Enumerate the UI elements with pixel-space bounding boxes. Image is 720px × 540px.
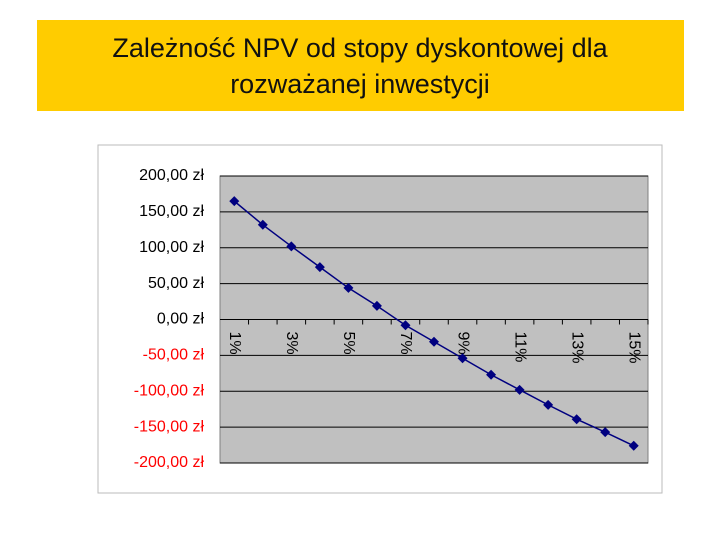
data-point xyxy=(286,241,297,252)
data-point xyxy=(628,440,639,451)
y-tick-label: 200,00 zł xyxy=(139,167,204,184)
x-tick-label: 15% xyxy=(625,332,642,364)
data-point xyxy=(371,300,382,311)
y-tick-label: -100,00 zł xyxy=(134,382,205,399)
x-tick-label: 1% xyxy=(226,332,243,355)
data-point xyxy=(486,369,497,380)
y-tick-label: -150,00 zł xyxy=(134,418,205,435)
y-tick-label: -50,00 zł xyxy=(143,347,205,364)
data-point xyxy=(571,414,582,425)
data-point xyxy=(400,320,411,331)
data-point xyxy=(229,196,240,207)
x-tick-label: 9% xyxy=(454,332,471,355)
y-tick-label: -200,00 zł xyxy=(134,454,205,471)
x-tick-label: 5% xyxy=(340,332,357,355)
data-point xyxy=(543,399,554,410)
y-tick-label: 50,00 zł xyxy=(148,275,204,292)
title-banner xyxy=(37,20,684,111)
x-tick-label: 13% xyxy=(568,332,585,364)
data-point xyxy=(429,336,439,347)
y-tick-label: 150,00 zł xyxy=(139,203,204,220)
x-tick-label: 7% xyxy=(397,332,414,355)
data-point xyxy=(457,353,468,364)
data-point xyxy=(257,219,268,230)
data-point xyxy=(600,427,611,438)
data-point xyxy=(314,262,325,273)
data-point xyxy=(343,282,354,293)
y-tick-label: 100,00 zł xyxy=(139,239,204,256)
x-tick-label: 3% xyxy=(283,332,300,355)
chart-title: Zależność NPV od stopy dyskontowej dla r… xyxy=(112,33,608,99)
y-tick-label: 0,00 zł xyxy=(157,311,205,328)
data-point xyxy=(514,384,525,395)
x-tick-label: 11% xyxy=(511,332,528,363)
